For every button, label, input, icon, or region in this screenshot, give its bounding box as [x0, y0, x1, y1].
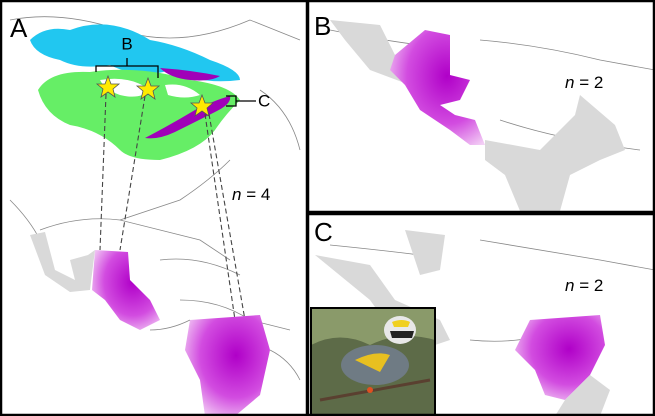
sample-size: n = 2	[565, 276, 603, 295]
n-value: = 2	[579, 276, 603, 295]
panel-label: C	[314, 217, 333, 247]
panel-label: A	[10, 13, 28, 43]
panel-b-map	[330, 20, 655, 211]
n-value: = 4	[246, 185, 270, 204]
n-value: = 2	[579, 73, 603, 92]
sample-size: n = 2	[565, 73, 603, 92]
panel-a-map	[0, 0, 307, 416]
page: {"panels": [ {"label": "A", "n_symbol": …	[0, 0, 655, 416]
n-symbol: n	[232, 185, 241, 204]
panel-label: B	[314, 11, 331, 41]
inset-label: C	[258, 91, 270, 110]
inset-label: B	[121, 34, 132, 53]
n-symbol: n	[565, 73, 574, 92]
sample-size: n = 4	[232, 185, 270, 204]
figure: A B C B C n = 4 n = 2 n = 2	[0, 0, 655, 416]
panel-c-map	[311, 230, 655, 416]
n-symbol: n	[565, 276, 574, 295]
